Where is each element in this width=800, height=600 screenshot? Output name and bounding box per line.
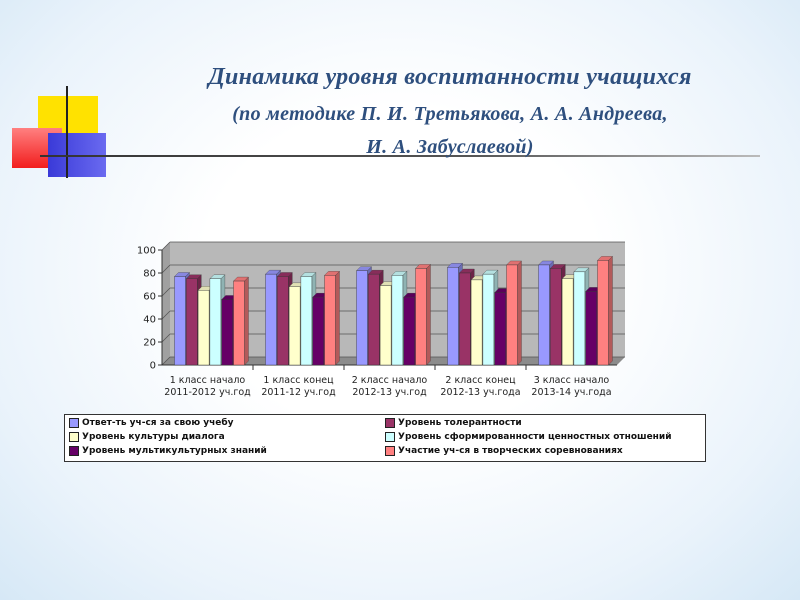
y-tick-label: 20 [143,338,156,349]
gridline-depth [161,333,171,343]
y-tick-label: 100 [137,246,156,257]
chart-side-wall [162,242,170,365]
legend-label: Уровень мультикультурных знаний [82,446,267,456]
bar-6-cat-4 [506,264,518,366]
bar-3-cat-3 [379,285,392,366]
bar-3-cat-4 [470,279,483,366]
bar-4-cat-2 [300,276,313,366]
legend-item: Участие уч-ся в творческих соревнованиях [385,446,623,456]
legend-item: Уровень толерантности [385,418,522,428]
bar-1-cat-2 [265,273,277,366]
gridline-depth [161,287,171,297]
bar-3-cat-1 [197,290,210,366]
bar-1-cat-1 [174,276,186,366]
bar-4-cat-4 [482,273,495,366]
x-tick-label: 3 класс начало [534,375,610,386]
legend-swatch [385,446,395,456]
page-title-line-3: И. А. Забуслаевой) [366,136,534,158]
bar-3-cat-2 [288,286,301,366]
bar-6-cat-2 [324,275,336,366]
page-title-line-2: (по методике П. И. Третьякова, А. А. Анд… [232,103,668,125]
x-tick-label: 2012-13 уч.год [352,387,427,398]
decor-horizontal-line [40,155,760,157]
bar-2-cat-2 [277,276,289,366]
y-tick-label: 0 [150,361,156,372]
bar-2-cat-4 [459,272,471,366]
x-tick-label: 2013-14 уч.года [531,387,611,398]
legend-item: Ответ-ть уч-ся за свою учебу [69,418,234,428]
bar-6-cat-1 [233,280,245,366]
x-tick-label: 1 класс начало [170,375,246,386]
bar-4-cat-1 [209,278,222,366]
gridline-depth [161,356,171,366]
bar-side [517,260,522,366]
legend-swatch [385,432,395,442]
bar-5-cat-3 [403,296,415,366]
bar-6-cat-3 [415,268,427,366]
page-title-line-1: Динамика уровня воспитанности учащихся [208,64,692,90]
y-tick-label: 80 [143,269,156,280]
x-tick-label: 2 класс начало [352,375,428,386]
gridline-depth [161,241,171,251]
legend-label: Участие уч-ся в творческих соревнованиях [398,446,623,456]
x-tick-label: 2 класс конец [445,375,516,386]
legend-swatch [69,446,79,456]
y-tick-label: 40 [143,315,156,326]
legend-item: Уровень культуры диалога [69,432,225,442]
bar-4-cat-5 [573,271,586,366]
bar-side [426,264,431,366]
bar-3-cat-5 [561,278,574,366]
bar-4-cat-3 [391,275,404,366]
y-tick-label: 60 [143,292,156,303]
legend-swatch [385,418,395,428]
bar-1-cat-5 [538,264,550,366]
bar-2-cat-1 [186,278,198,366]
legend-label: Уровень культуры диалога [82,432,225,442]
legend-item: Уровень сформированности ценностных отно… [385,432,672,442]
bar-6-cat-5 [597,260,609,366]
bar-2-cat-5 [550,268,562,366]
x-tick-label: 2012-13 уч.года [440,387,520,398]
decor-vertical-line [66,86,68,178]
x-tick-label: 2011-12 уч.год [261,387,336,398]
bar-2-cat-3 [368,273,380,366]
bar-5-cat-5 [585,291,597,366]
legend-swatch [69,432,79,442]
bar-5-cat-2 [312,296,324,366]
legend-item: Уровень мультикультурных знаний [69,446,267,456]
x-tick-label: 1 класс конец [263,375,334,386]
bar-side [335,270,340,366]
gridline-depth [161,310,171,320]
legend-swatch [69,418,79,428]
bar-side [244,276,249,366]
bar-1-cat-4 [447,267,459,366]
bar-5-cat-4 [494,292,506,366]
x-tick-label: 2011-2012 уч.год [164,387,251,398]
legend-label: Ответ-ть уч-ся за свою учебу [82,418,234,428]
bar-1-cat-3 [356,270,368,366]
bar-5-cat-1 [221,299,233,366]
legend-label: Уровень толерантности [398,418,522,428]
gridline-depth [161,264,171,274]
bar-side [608,255,613,366]
legend-label: Уровень сформированности ценностных отно… [398,432,672,442]
chart-legend: Ответ-ть уч-ся за свою учебу Уровень толе… [64,414,706,462]
